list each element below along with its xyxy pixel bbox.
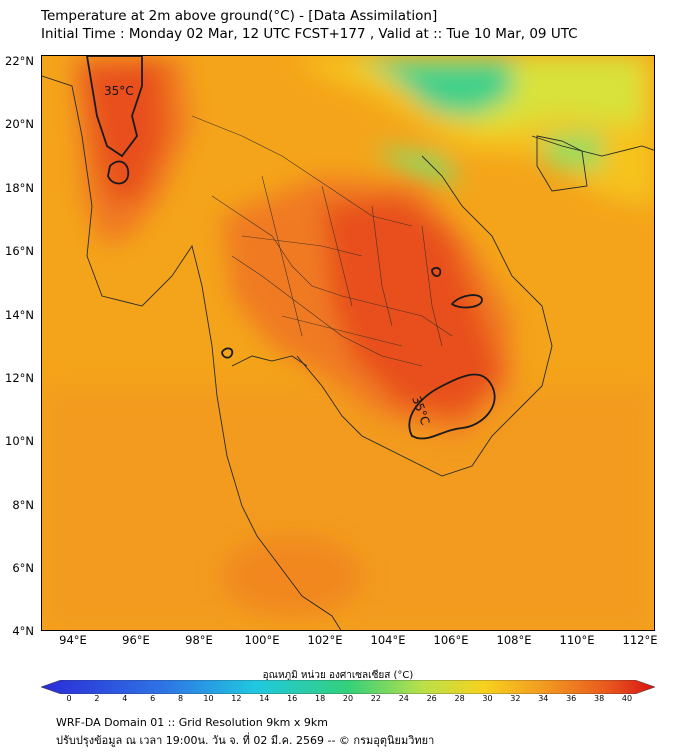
colorbar-ramp <box>41 680 655 694</box>
colorbar-tick-label: 2 <box>94 694 100 703</box>
colorbar-tick-label: 4 <box>122 694 128 703</box>
hot-region-myanmar <box>72 56 192 246</box>
lat-label-6n: 6°N <box>12 561 34 575</box>
lat-label-12n: 12°N <box>5 371 34 385</box>
lat-label-10n: 10°N <box>5 434 34 448</box>
contours-35c <box>86 56 496 440</box>
colorbar-tick-label: 6 <box>150 694 156 703</box>
colorbar-tick-label: 36 <box>566 694 577 703</box>
colorbar-tick-label: 26 <box>426 694 437 703</box>
colorbar-tick-label: 16 <box>287 694 298 703</box>
contour-label-1: 35°C <box>104 84 134 98</box>
colorbar-tick-label: 10 <box>203 694 214 703</box>
lat-label-22n: 22°N <box>5 54 34 68</box>
colorbar-tick-label: 34 <box>538 694 549 703</box>
colorbar-tick-label: 22 <box>370 694 381 703</box>
temperature-map: 35°C 35°C <box>41 55 655 631</box>
lon-label-104e: 104°E <box>370 633 406 647</box>
warm-patch-south <box>222 536 362 616</box>
lat-label-18n: 18°N <box>5 181 34 195</box>
colorbar-tick-label: 28 <box>454 694 465 703</box>
lat-label-4n: 4°N <box>12 624 34 638</box>
colorbar <box>41 680 655 694</box>
colorbar-tick-label: 0 <box>66 694 72 703</box>
footer-update-info: ปรับปรุงข้อมูล ณ เวลา 19:00น. วัน จ. ที่… <box>56 734 435 747</box>
colorbar-tick-label: 38 <box>594 694 605 703</box>
colorbar-tick-label: 8 <box>178 694 184 703</box>
colorbar-title: อุณหภูมิ หน่วย องศาเซลเซียส (°C) <box>262 670 414 681</box>
coastlines <box>42 75 654 630</box>
colorbar-tick-label: 32 <box>510 694 521 703</box>
lon-label-98e: 98°E <box>185 633 213 647</box>
colorbar-tick-label: 18 <box>315 694 326 703</box>
lat-label-20n: 20°N <box>5 117 34 131</box>
colorbar-tick-label: 20 <box>342 694 354 703</box>
colorbar-tick-label: 12 <box>231 694 242 703</box>
map-subtitle: Initial Time : Monday 02 Mar, 12 UTC FCS… <box>41 26 578 42</box>
lon-label-110e: 110°E <box>559 633 595 647</box>
lon-label-112e: 112°E <box>622 633 658 647</box>
colorbar-tick-label: 24 <box>398 694 409 703</box>
temperature-field: 35°C 35°C <box>42 56 654 630</box>
lon-label-108e: 108°E <box>496 633 532 647</box>
lat-label-14n: 14°N <box>5 308 34 322</box>
map-title: Temperature at 2m above ground(°C) - [Da… <box>41 8 438 24</box>
colorbar-tick-label: 30 <box>482 694 493 703</box>
hot-region-indochina <box>222 176 512 436</box>
lon-label-102e: 102°E <box>307 633 343 647</box>
lon-label-96e: 96°E <box>122 633 150 647</box>
lon-label-94e: 94°E <box>59 633 87 647</box>
lat-label-8n: 8°N <box>12 498 34 512</box>
admin-borders <box>191 115 453 367</box>
footer-model-info: WRF-DA Domain 01 :: Grid Resolution 9km … <box>56 716 328 729</box>
colorbar-tick-label: 14 <box>259 694 270 703</box>
lon-label-100e: 100°E <box>244 633 280 647</box>
cool-region-north <box>292 56 654 206</box>
lon-label-106e: 106°E <box>433 633 469 647</box>
lat-label-16n: 16°N <box>5 244 34 258</box>
colorbar-tick-label: 40 <box>621 694 633 703</box>
